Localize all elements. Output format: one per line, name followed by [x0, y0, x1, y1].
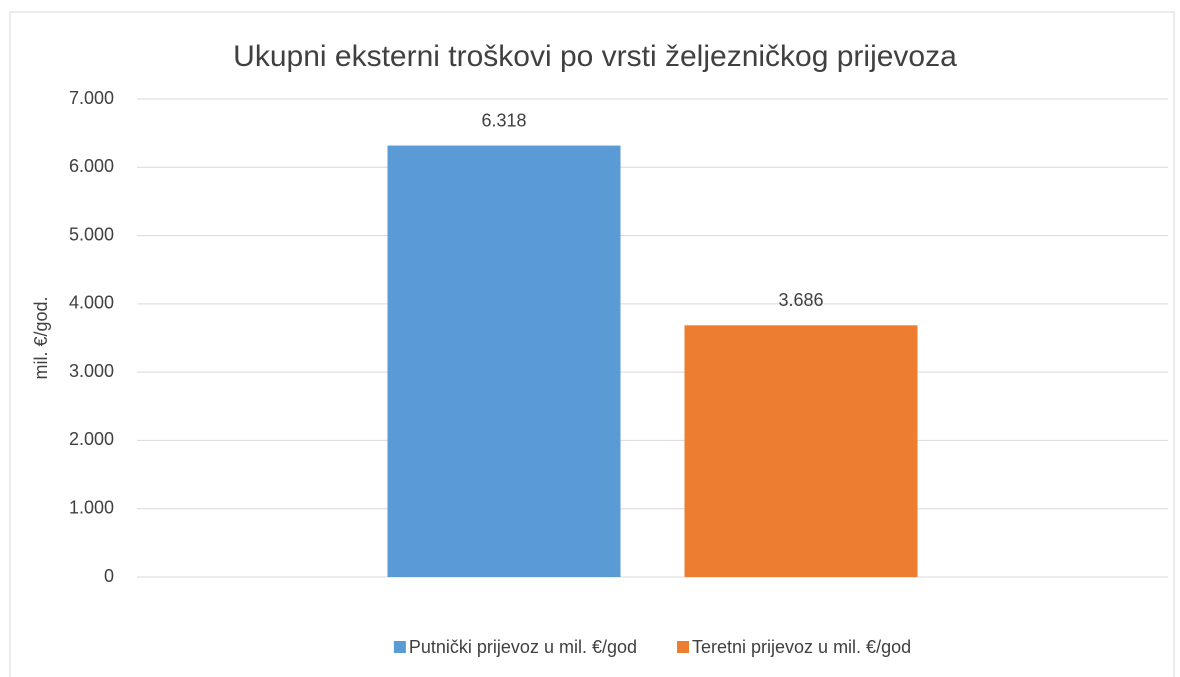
- bar: [684, 325, 918, 577]
- legend-swatch: [393, 641, 406, 653]
- y-axis-label: mil. €/god.: [31, 296, 51, 379]
- chart-title: Ukupni eksterni troškovi po vrsti željez…: [233, 40, 957, 73]
- y-tick-label: 4.000: [69, 293, 114, 313]
- legend-label: Teretni prijevoz u mil. €/god: [692, 637, 911, 657]
- y-tick-label: 1.000: [69, 497, 114, 517]
- data-label: 6.318: [481, 110, 526, 130]
- y-tick-label: 2.000: [69, 429, 114, 449]
- legend-label: Putnički prijevoz u mil. €/god: [409, 637, 637, 657]
- y-tick-label: 0: [104, 566, 114, 586]
- data-label: 3.686: [778, 290, 823, 310]
- chart-border: [9, 11, 1175, 677]
- bar: [387, 145, 621, 577]
- y-tick-label: 6.000: [69, 156, 114, 176]
- y-tick-label: 3.000: [69, 361, 114, 381]
- y-tick-label: 7.000: [69, 88, 114, 108]
- y-tick-label: 5.000: [69, 224, 114, 244]
- legend-swatch: [677, 641, 689, 653]
